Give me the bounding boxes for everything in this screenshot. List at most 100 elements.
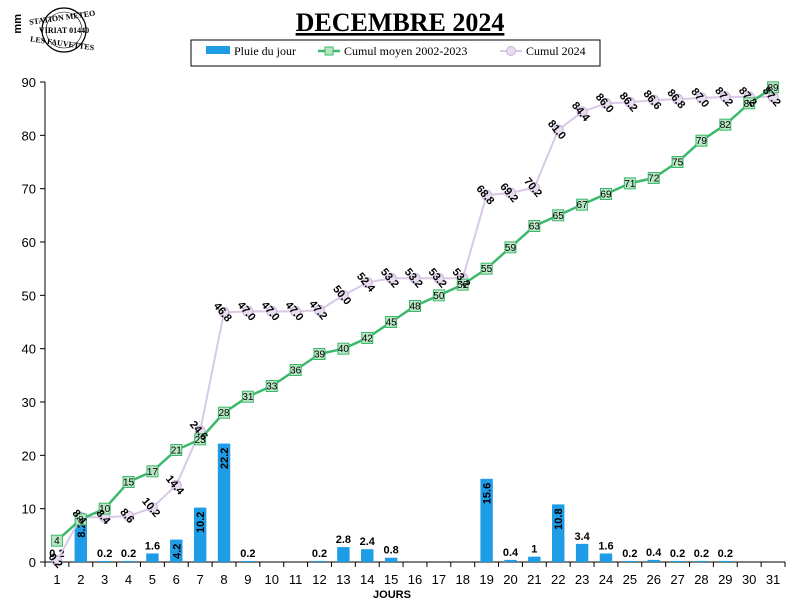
cumul-2024-marker <box>314 304 326 316</box>
cumul-moyen-data-label: 50 <box>433 291 445 302</box>
cumul-2024-data-label: 8.6 <box>117 506 136 525</box>
rain-data-label: 0.8 <box>383 545 398 557</box>
station-stamp: STATION METEO VIRIAT 01440 LES FAUVETTES <box>29 7 96 53</box>
x-tick-label: 31 <box>766 572 780 587</box>
rain-data-label: 10.8 <box>553 508 565 529</box>
cumul-2024-data-label: 46.8 <box>211 300 234 324</box>
rain-data-label: 22.2 <box>219 448 231 469</box>
rain-data-label: 0.2 <box>121 548 136 560</box>
cumul-moyen-marker <box>218 406 231 419</box>
cumul-2024-marker <box>433 272 445 284</box>
cumul-moyen-marker <box>671 156 684 168</box>
cumul-moyen-data-label: 52 <box>457 280 469 291</box>
rain-data-label: 15.6 <box>482 483 494 504</box>
cumul-moyen-marker <box>719 118 732 131</box>
cumul-2024-marker <box>170 479 182 491</box>
cumul-moyen-marker <box>647 172 660 184</box>
rain-data-label: 0.4 <box>503 547 519 559</box>
legend-marker-avg <box>324 46 334 56</box>
x-tick-label: 5 <box>149 572 156 587</box>
rain-data-label: 1 <box>531 544 537 556</box>
cumul-moyen-data-label: 69 <box>600 190 612 201</box>
y-tick-label: 20 <box>22 448 36 463</box>
cumul-moyen-data-label: 67 <box>577 200 589 211</box>
cumul-2024-marker <box>672 93 684 105</box>
legend-label-avg: Cumul moyen 2002-2023 <box>344 44 467 58</box>
cumul-moyen-data-label: 28 <box>218 408 230 419</box>
y-tick-label: 40 <box>22 342 36 357</box>
stamp-circle <box>41 7 87 53</box>
cumul-2024-data-label: 86.0 <box>593 91 616 115</box>
cumul-moyen-marker <box>767 81 780 94</box>
y-tick-label: 70 <box>22 182 36 197</box>
cumul-moyen-marker <box>528 220 541 232</box>
x-tick-label: 17 <box>432 572 446 587</box>
rain-bar <box>719 560 732 562</box>
x-tick-label: 30 <box>742 572 756 587</box>
x-tick-label: 21 <box>527 572 541 587</box>
x-tick-label: 3 <box>101 572 108 587</box>
rain-bar <box>193 507 207 562</box>
rain-bar <box>552 504 565 562</box>
cumul-moyen-data-label: 4 <box>54 536 60 547</box>
cumul-moyen-marker <box>146 465 159 478</box>
cumul-moyen-data-label: 82 <box>720 120 732 131</box>
rain-bar <box>98 560 111 562</box>
cumul-moyen-marker <box>432 289 445 302</box>
rain-bar <box>480 478 493 562</box>
rain-bar <box>575 543 589 562</box>
rain-data-label: 10.2 <box>195 512 207 533</box>
rain-data-label: 0.2 <box>694 548 709 560</box>
cumul-2024-data-label: 81.0 <box>545 118 568 142</box>
rain-data-label: 4.2 <box>171 544 183 559</box>
legend-box <box>190 39 601 67</box>
rain-data-label: 1.6 <box>598 540 613 552</box>
y-tick-label: 50 <box>22 288 36 303</box>
rain-bar <box>217 443 231 562</box>
x-tick-label: 22 <box>551 572 565 587</box>
cumul-moyen-marker <box>385 316 398 328</box>
x-tick-label: 18 <box>456 572 470 587</box>
cumul-moyen-marker <box>456 278 469 291</box>
cumul-2024-marker <box>624 96 636 108</box>
x-tick-label: 2 <box>77 572 84 587</box>
x-tick-label: 4 <box>125 572 132 587</box>
x-tick-label: 24 <box>599 572 613 587</box>
cumul-moyen-marker <box>265 380 278 392</box>
cumul-2024-marker <box>552 124 564 136</box>
cumul-moyen-marker <box>361 332 374 344</box>
rain-data-label: 0.4 <box>646 547 662 559</box>
cumul-moyen-data-label: 17 <box>147 467 159 478</box>
cumul-moyen-data-label: 21 <box>171 446 183 457</box>
cumul-2024-marker <box>695 92 707 104</box>
cumul-2024-marker <box>266 305 278 317</box>
cumul-2024-marker <box>385 272 397 284</box>
x-tick-label: 15 <box>384 572 398 587</box>
cumul-moyen-marker <box>313 348 326 360</box>
rain-data-label: 0.2 <box>718 548 733 560</box>
x-tick-label: 23 <box>575 572 589 587</box>
rain-data-label: 0.2 <box>97 548 112 560</box>
x-tick-label: 28 <box>694 572 708 587</box>
legend-swatch-rain <box>206 46 230 54</box>
cumul-2024-marker <box>719 91 731 103</box>
cumul-moyen-data-label: 72 <box>648 174 660 185</box>
cumul-moyen-marker <box>170 444 183 456</box>
cumul-moyen-marker <box>623 177 636 190</box>
x-tick-label: 25 <box>623 572 637 587</box>
rain-bar <box>647 559 660 562</box>
x-tick-label: 12 <box>312 572 326 587</box>
cumul-moyen-data-label: 36 <box>290 366 302 377</box>
cumul-moyen-marker <box>122 476 135 488</box>
cumul-2024-marker <box>528 182 540 194</box>
rain-bar <box>671 560 684 562</box>
cumul-moyen-marker <box>289 364 302 376</box>
legend: Pluie du jour Cumul moyen 2002-2023 Cumu… <box>190 39 601 67</box>
cumul-moyen-data-label: 55 <box>481 264 493 275</box>
cumul-moyen-data-label: 15 <box>123 478 135 489</box>
stamp-inner-circle <box>45 11 83 49</box>
rain-bar <box>146 553 159 562</box>
cumul-2024-marker <box>51 555 63 567</box>
rain-bar <box>74 518 88 562</box>
cumul-2024-data-label: 50.0 <box>330 283 353 307</box>
